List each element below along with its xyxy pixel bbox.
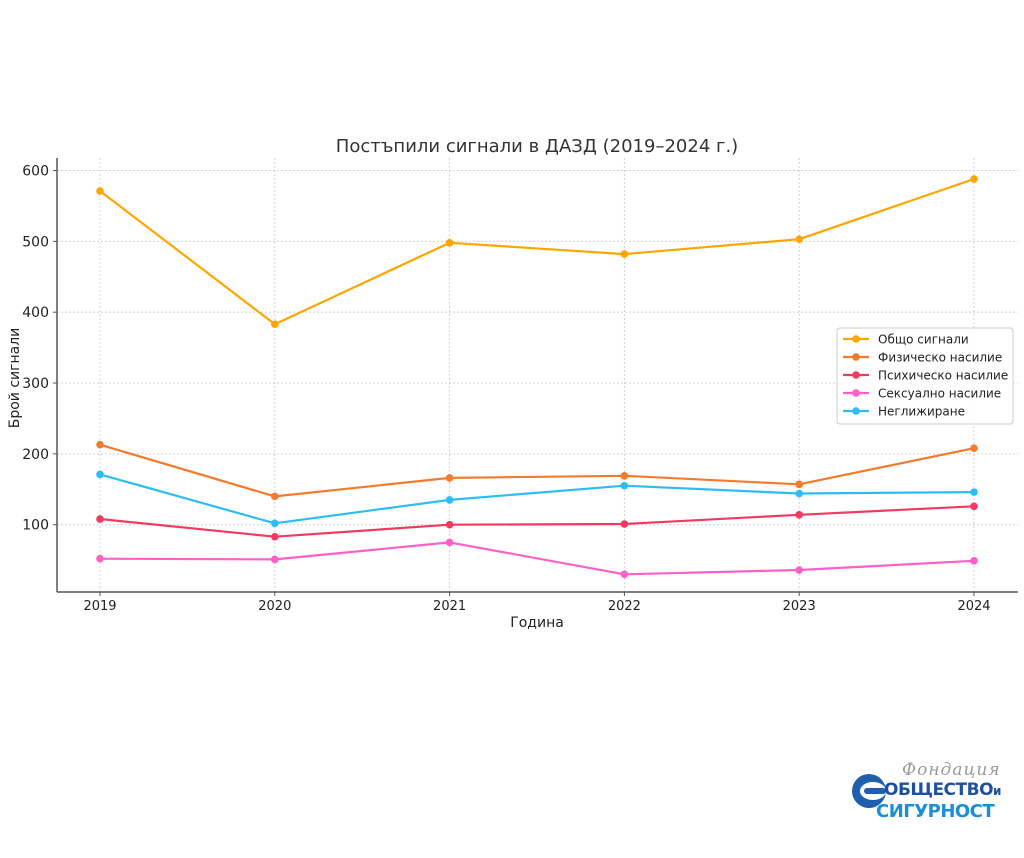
legend-swatch-marker	[852, 335, 860, 343]
foundation-logo: Фондация ОБЩЕСТВОи СИГУРНОСТ	[850, 760, 1024, 830]
data-point	[620, 520, 629, 528]
legend-swatch-marker	[852, 389, 860, 397]
data-point	[271, 492, 279, 501]
data-point	[445, 538, 454, 547]
data-point	[795, 510, 803, 519]
x-tick-label: 2022	[608, 599, 641, 614]
data-point	[620, 570, 629, 579]
data-point	[96, 554, 104, 563]
legend-swatch-marker	[852, 407, 860, 415]
data-point	[445, 474, 454, 482]
logo-line1: ОБЩЕСТВОи	[884, 780, 1001, 800]
legend-label: Сексуално насилие	[878, 387, 1001, 401]
series-line	[99, 541, 975, 576]
logo-mark-icon	[852, 774, 886, 808]
data-point	[96, 515, 104, 523]
y-axis-label: Брой сигнали	[7, 328, 23, 429]
data-point	[96, 187, 104, 195]
legend-item: Физическо насилие	[843, 351, 1002, 365]
data-point	[445, 520, 454, 529]
logo-line2: СИГУРНОСТ	[876, 801, 995, 822]
series-line	[99, 443, 975, 498]
series-4	[96, 538, 978, 579]
legend-swatch-marker	[852, 371, 860, 379]
y-tick-label: 100	[22, 518, 49, 534]
data-point	[795, 480, 803, 489]
series-line	[99, 505, 975, 538]
data-point	[271, 519, 279, 528]
data-point	[445, 496, 454, 504]
legend-item: Сексуално насилие	[843, 387, 1001, 401]
series-line	[99, 177, 975, 326]
logo-line1-text: ОБЩЕСТВО	[884, 780, 994, 800]
legend-box	[836, 327, 1014, 425]
data-point	[620, 250, 629, 258]
logo-line1-suffix: и	[993, 784, 1001, 798]
series-3	[96, 502, 978, 541]
data-point	[271, 555, 279, 564]
y-tick-label: 600	[22, 164, 49, 180]
data-point	[970, 444, 978, 452]
legend-label: Общо сигнали	[878, 333, 969, 347]
x-tick-label: 2024	[957, 599, 990, 614]
y-tick-label: 500	[22, 234, 49, 250]
legend-item: Психическо насилие	[843, 369, 1008, 383]
data-point	[271, 532, 279, 541]
data-point	[620, 472, 629, 480]
legend: Общо сигнали Физическо насилие Психическо …	[836, 327, 1014, 425]
data-point	[96, 440, 104, 449]
legend-swatch-marker	[852, 353, 860, 361]
x-tick-label: 2021	[433, 599, 466, 614]
y-tick-label: 300	[22, 376, 49, 392]
data-point	[271, 320, 279, 329]
series-5	[96, 470, 978, 528]
x-tick-label: 2019	[83, 599, 116, 614]
data-point	[445, 238, 454, 247]
series-2	[96, 440, 978, 501]
logo-script-text: Фондация	[902, 760, 1001, 780]
data-point	[620, 481, 629, 490]
data-point	[795, 235, 803, 244]
x-tick-label: 2020	[258, 599, 291, 614]
axes: 100 200 300 400 500 600 2019 2020 2021 2022 2023 20…	[22, 158, 1018, 614]
legend-item: Неглижиране	[843, 405, 965, 419]
data-point	[970, 175, 978, 183]
data-point	[970, 488, 978, 496]
data-point	[96, 470, 104, 479]
data-point	[970, 502, 978, 511]
data-point	[795, 566, 803, 574]
legend-label: Неглижиране	[878, 405, 965, 419]
chart-title: Постъпили сигнали в ДАЗД (2019–2024 г.)	[336, 136, 738, 157]
x-tick-label: 2023	[783, 599, 816, 614]
series-1	[96, 175, 978, 329]
data-point	[970, 557, 978, 565]
legend-label: Физическо насилие	[878, 351, 1002, 365]
grid	[57, 158, 1018, 592]
legend-item: Общо сигнали	[843, 333, 969, 347]
data-point	[795, 489, 803, 498]
series-layer	[96, 175, 978, 579]
legend-label: Психическо насилие	[878, 369, 1008, 383]
y-tick-label: 200	[22, 447, 49, 463]
x-axis-label: Година	[510, 615, 564, 631]
series-line	[99, 473, 975, 525]
y-tick-label: 400	[22, 305, 49, 321]
